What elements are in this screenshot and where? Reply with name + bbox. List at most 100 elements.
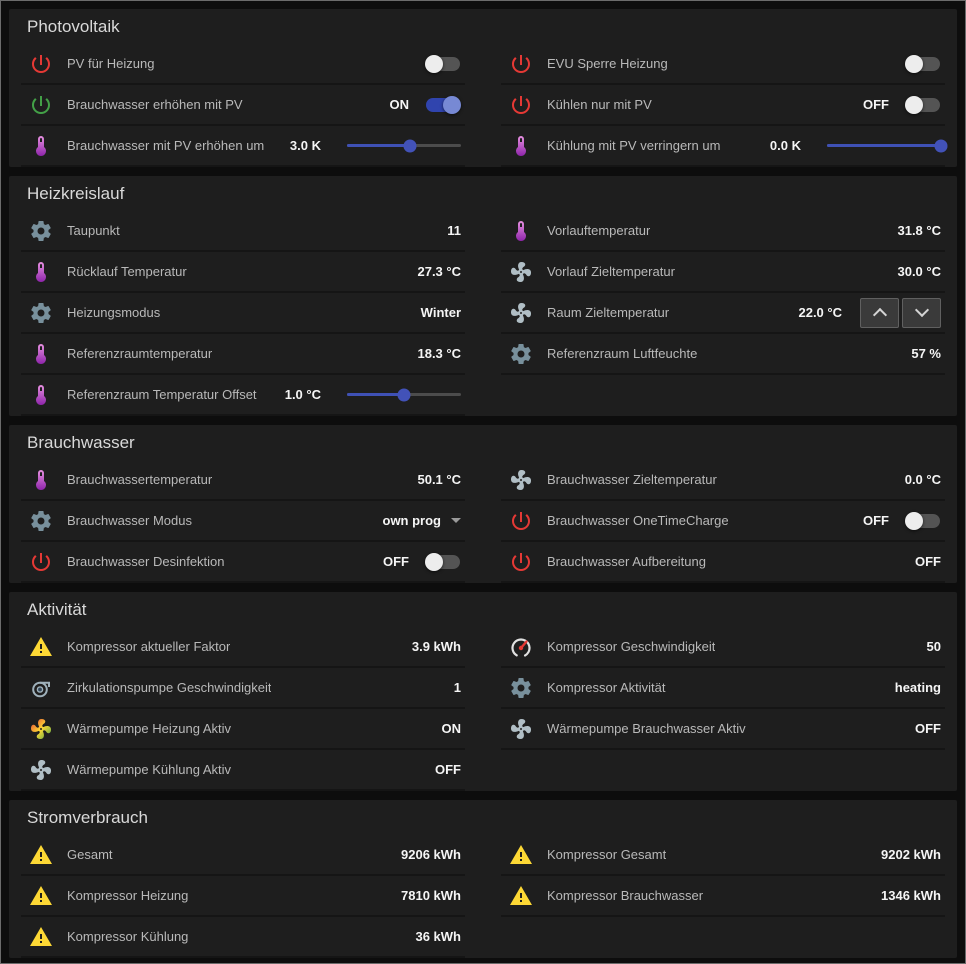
row-label: Brauchwasser Desinfektion (67, 554, 225, 569)
toggle-switch[interactable] (905, 54, 941, 74)
decrease-button[interactable] (902, 297, 941, 328)
row-kompressor-aktivitaet: Kompressor Aktivität heating (501, 668, 945, 709)
toggle-switch[interactable] (425, 54, 461, 74)
chevron-down-icon (914, 302, 929, 317)
row-value: heating (894, 680, 941, 695)
thermometer-icon (29, 134, 53, 158)
row-value: 50 (926, 639, 941, 654)
row-heizungsmodus: Heizungsmodus Winter (21, 293, 465, 334)
increase-button[interactable] (860, 297, 899, 328)
gear-icon (509, 676, 533, 700)
dropdown-value[interactable]: own prog (382, 513, 442, 528)
row-label: Raum Zieltemperatur (547, 305, 670, 320)
row-brauchwasser-aufbereitung: Brauchwasser Aufbereitung OFF (501, 542, 945, 583)
section-heizkreislauf: Heizkreislauf Taupunkt 11 Rücklauf Tempe… (9, 176, 957, 416)
power-icon (29, 550, 53, 574)
thermometer-icon (29, 260, 53, 284)
fan-icon (509, 717, 533, 741)
row-value: 11 (447, 223, 461, 238)
row-value: 3.9 kWh (411, 639, 461, 654)
slider-fill (347, 144, 410, 147)
row-label: Brauchwasser mit PV erhöhen um (67, 138, 265, 153)
row-kuehlung-mit-pv-verringern-um: Kühlung mit PV verringern um 0.0 K (501, 126, 948, 167)
section-brauchwasser: Brauchwasser Brauchwassertemperatur 50.1… (9, 425, 957, 583)
row-value: 0.0 K (769, 138, 801, 153)
row-label: Heizungsmodus (67, 305, 161, 320)
row-label: Kompressor aktueller Faktor (67, 639, 231, 654)
power-icon (509, 93, 533, 117)
toggle-switch[interactable] (425, 95, 461, 115)
switch-state-label: OFF (863, 513, 889, 528)
section-title: Stromverbrauch (27, 808, 148, 827)
switch-state-label: ON (389, 97, 410, 112)
section-title: Photovoltaik (27, 17, 120, 36)
slider-knob[interactable] (934, 139, 948, 152)
thermometer-icon (509, 219, 533, 243)
row-value: OFF (435, 762, 461, 777)
fan-icon (509, 260, 533, 284)
row-value: 1 (453, 680, 461, 695)
switch-knob (905, 95, 923, 114)
row-value: 1346 kWh (881, 888, 941, 903)
speedometer-icon (509, 635, 533, 659)
thermometer-icon (29, 342, 53, 366)
slider[interactable] (347, 384, 461, 405)
row-label: Vorlauf Zieltemperatur (547, 264, 675, 279)
row-label: Wärmepumpe Kühlung Aktiv (67, 762, 232, 777)
section-title: Aktivität (27, 600, 87, 619)
thermometer-icon (29, 383, 53, 407)
row-label: Kühlen nur mit PV (547, 97, 652, 112)
fan-icon (509, 301, 533, 325)
thermometer-icon (29, 468, 53, 492)
switch-knob (905, 511, 923, 530)
toggle-switch[interactable] (905, 511, 941, 531)
row-value: 1.0 °C (284, 387, 321, 402)
temperature-stepper (860, 297, 941, 328)
slider[interactable] (827, 135, 948, 156)
row-brauchwasser-erhoehen-mit-pv: Brauchwasser erhöhen mit PV ON (21, 85, 465, 126)
row-label: Brauchwassertemperatur (67, 472, 213, 487)
row-label: Referenzraum Temperatur Offset (67, 387, 257, 402)
row-label: Wärmepumpe Brauchwasser Aktiv (547, 721, 746, 736)
power-icon (509, 509, 533, 533)
row-label: Brauchwasser erhöhen mit PV (67, 97, 243, 112)
gear-icon (29, 219, 53, 243)
toggle-switch[interactable] (905, 95, 941, 115)
chevron-down-icon[interactable] (451, 518, 461, 523)
row-label: Brauchwasser Aufbereitung (547, 554, 706, 569)
warning-icon (29, 925, 53, 949)
row-evu-sperre-heizung: EVU Sperre Heizung (501, 44, 945, 85)
row-brauchwasser-zieltemperatur: Brauchwasser Zieltemperatur 0.0 °C (501, 460, 945, 501)
warning-icon (29, 884, 53, 908)
row-value: 36 kWh (415, 929, 461, 944)
row-value: Winter (420, 305, 461, 320)
warning-icon (509, 843, 533, 867)
slider-knob[interactable] (403, 139, 417, 152)
row-kompressor-gesamt: Kompressor Gesamt 9202 kWh (501, 835, 945, 876)
row-brauchwasser-mit-pv-erhoehen-um: Brauchwasser mit PV erhöhen um 3.0 K (21, 126, 465, 167)
switch-state-label: OFF (383, 554, 409, 569)
toggle-switch[interactable] (425, 552, 461, 572)
row-label: Kompressor Kühlung (67, 929, 189, 944)
switch-knob (443, 95, 461, 114)
row-value: 7810 kWh (401, 888, 461, 903)
row-brauchwasser-desinfektion: Brauchwasser Desinfektion OFF (21, 542, 465, 583)
row-label: PV für Heizung (67, 56, 155, 71)
row-zirkulationspumpe-geschwindigkeit: Zirkulationspumpe Geschwindigkeit 1 (21, 668, 465, 709)
row-gesamt: Gesamt 9206 kWh (21, 835, 465, 876)
row-value: OFF (915, 554, 941, 569)
gear-icon (29, 301, 53, 325)
fan-icon (29, 758, 53, 782)
row-label: Brauchwasser Zieltemperatur (547, 472, 717, 487)
pump-icon (29, 676, 53, 700)
row-value: 18.3 °C (417, 346, 461, 361)
row-kompressor-aktueller-faktor: Kompressor aktueller Faktor 3.9 kWh (21, 627, 465, 668)
slider[interactable] (347, 135, 461, 156)
slider-knob[interactable] (397, 388, 411, 401)
row-value: OFF (915, 721, 941, 736)
row-label: Wärmepumpe Heizung Aktiv (67, 721, 232, 736)
power-icon (29, 52, 53, 76)
row-value: 30.0 °C (897, 264, 941, 279)
row-kompressor-heizung: Kompressor Heizung 7810 kWh (21, 876, 465, 917)
row-value: 9202 kWh (881, 847, 941, 862)
